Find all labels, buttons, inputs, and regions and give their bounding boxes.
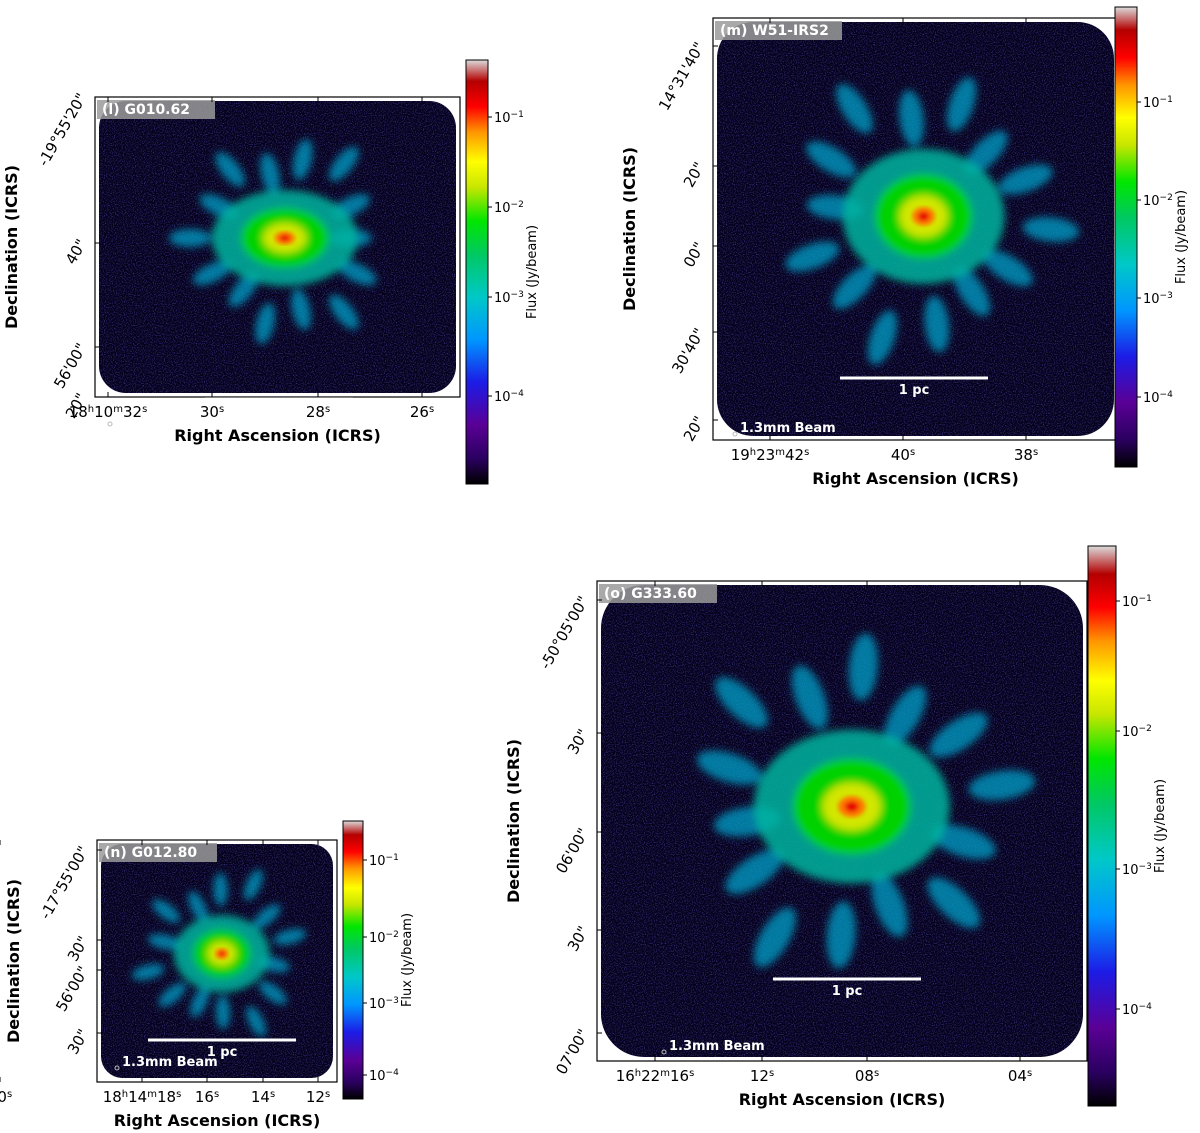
- dec-tick-label: -17°55'00": [36, 843, 92, 922]
- beam-label: 1.3mm Beam: [669, 1039, 765, 1054]
- colorbar-tick-label: 10−2: [494, 200, 524, 216]
- dec-tick-label: 30": [64, 933, 93, 965]
- colorbar: [342, 820, 364, 1100]
- dec-tick-label: -19°55'20": [34, 90, 90, 169]
- colorbar-tick-label: 10−1: [1143, 95, 1173, 111]
- x-axis-label: Right Ascension (ICRS): [812, 469, 1019, 488]
- panel-title-box: (m) W51-IRS2: [715, 21, 842, 40]
- continuum-image: [99, 101, 456, 393]
- dec-tick-label: 20": [680, 413, 709, 445]
- dec-tick-label: 07'00": [552, 1026, 592, 1078]
- x-axis-label: Right Ascension (ICRS): [174, 426, 381, 445]
- dec-tick-label: -50°05'00": [536, 593, 592, 672]
- beam-ellipse: [661, 1049, 667, 1055]
- colorbar: [1114, 6, 1138, 468]
- ra-tick-label: 16h22m16s: [616, 1067, 695, 1085]
- colorbar-tick-label: 10−3: [494, 290, 524, 306]
- panel-title-box: (l) G010.62: [97, 100, 215, 119]
- dec-tick-label: 30": [64, 1026, 93, 1058]
- ra-tick-label: 26s: [410, 403, 434, 421]
- beam-label: 1.3mm Beam: [122, 1055, 218, 1070]
- ra-tick-label: 04s: [1008, 1067, 1032, 1085]
- beam-ellipse: [732, 431, 738, 437]
- beam-label: 1.3mm Beam: [740, 421, 836, 436]
- dec-tick-label: 56'00": [52, 963, 92, 1015]
- colorbar-tick-label: 10−3: [1122, 862, 1152, 878]
- dec-tick-label: 00": [680, 239, 709, 271]
- dec-tick-label: 20": [680, 159, 709, 191]
- colorbar-tick-label: 10−1: [369, 853, 399, 869]
- colorbar-tick-label: 10−3: [1143, 291, 1173, 307]
- panel-title: (n) G012.80: [104, 845, 197, 861]
- dec-tick-label: 30": [564, 726, 593, 758]
- colorbar-tick-label: 10−4: [494, 389, 524, 405]
- ra-tick-label: 12s: [750, 1067, 774, 1085]
- dec-tick-label: 06'00": [552, 825, 592, 877]
- colorbar-tick-label: 10−2: [369, 930, 399, 946]
- beam-ellipse: [107, 421, 113, 427]
- x-axis-label: Right Ascension (ICRS): [739, 1090, 946, 1109]
- colorbar-label: Flux (Jy/beam): [400, 913, 415, 1007]
- panel-title-box: (o) G333.60: [599, 584, 717, 603]
- axes-frame: [96, 839, 338, 1083]
- colorbar-label: Flux (Jy/beam): [1174, 190, 1189, 284]
- dec-tick-label: 40": [62, 236, 91, 268]
- panel-n: (n) G012.80 1 pc1.3mm Beam 18h14m18s 16s 14s…: [0, 820, 415, 1130]
- scale-bar-label: 1 pc: [899, 383, 930, 398]
- ra-tick-label: 30s: [200, 403, 224, 421]
- ra-tick-label: 08s: [855, 1067, 879, 1085]
- panel-title: (l) G010.62: [102, 102, 190, 118]
- dec-tick-label: 30'40": [668, 325, 708, 377]
- ra-tick-label: 28s: [306, 403, 330, 421]
- x-axis-label: Right Ascension (ICRS): [114, 1111, 321, 1130]
- ra-tick-label: 40s: [891, 446, 915, 464]
- scale-bar-label: 1 pc: [832, 984, 863, 999]
- colorbar-tick-label: 10−2: [1122, 724, 1152, 740]
- colorbar-label: Flux (Jy/beam): [1153, 779, 1168, 873]
- ra-tick-label: 12s: [306, 1088, 330, 1106]
- colorbar-tick-label: 10−4: [1143, 390, 1173, 406]
- colorbar-tick-label: 10−1: [494, 110, 524, 126]
- ra-tick-label: 16s: [195, 1088, 219, 1106]
- colorbar: [465, 59, 489, 485]
- continuum-image: [717, 22, 1114, 436]
- axes-frame: [596, 580, 1088, 1062]
- colorbar-tick-label: 10−1: [1122, 594, 1152, 610]
- colorbar-tick-label: 10−4: [369, 1068, 399, 1084]
- y-axis-label: Declination (ICRS): [504, 739, 523, 903]
- beam-label: 1.3mm Beam: [115, 411, 211, 426]
- panel-m: (m) W51-IRS2 1 pc 1.3mm Beam 19h23m42s 40s 38…: [620, 6, 1189, 488]
- ra-tick-label: 18h14m18s: [103, 1088, 182, 1106]
- beam-ellipse: [114, 1065, 120, 1071]
- y-axis-label: Declination (ICRS): [2, 165, 21, 329]
- y-axis-label: Declination (ICRS): [620, 147, 639, 311]
- colorbar-tick-label: 10−4: [1122, 1002, 1152, 1018]
- colorbar-tick-label: 10−3: [369, 996, 399, 1012]
- dec-tick-label: 14°31'40": [655, 39, 708, 114]
- ra-tick-label: 38s: [1014, 446, 1038, 464]
- ra-tick-label: 19h23m42s: [731, 446, 810, 464]
- colorbar-label: Flux (Jy/beam): [525, 225, 540, 319]
- panel-title: (m) W51-IRS2: [720, 23, 829, 39]
- axes-frame: [94, 96, 461, 398]
- colorbar: [1087, 545, 1117, 1107]
- ra-tick-label: 14s: [251, 1088, 275, 1106]
- scale-bar-label: 1 pc: [264, 404, 295, 419]
- panel-o: (o) G333.60 1 pc 1.3mm Beam 16h22m16s 12s 08s…: [504, 545, 1168, 1109]
- panel-title: (o) G333.60: [604, 586, 697, 602]
- colorbar-tick-label: 10−2: [1143, 193, 1173, 209]
- dec-tick-label: 30": [564, 923, 593, 955]
- scale-bar-label: 1 pc: [207, 1045, 238, 1060]
- y-axis-label: Declination (ICRS): [4, 879, 23, 1043]
- ra-tick-label: 10s: [0, 1088, 12, 1106]
- dec-tick-label: 56'00": [50, 340, 90, 392]
- panel-title-box: (n) G012.80: [99, 843, 217, 862]
